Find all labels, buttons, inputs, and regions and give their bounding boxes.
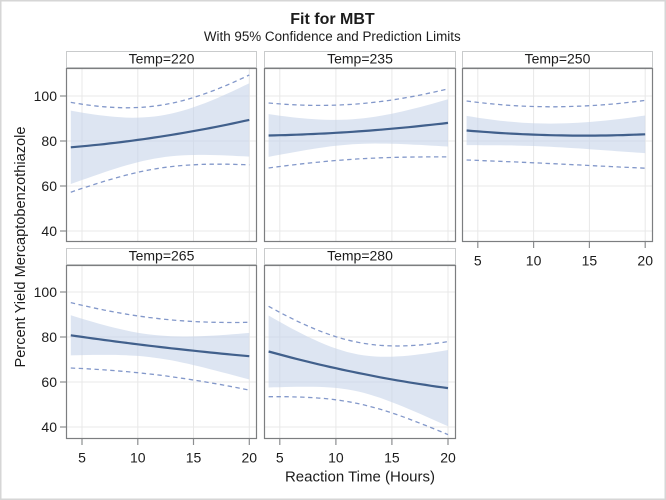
- svg-text:10: 10: [526, 252, 542, 268]
- svg-text:100: 100: [34, 284, 58, 300]
- svg-text:20: 20: [242, 449, 258, 465]
- svg-text:15: 15: [186, 449, 202, 465]
- svg-text:80: 80: [41, 329, 57, 345]
- svg-text:5: 5: [276, 449, 284, 465]
- svg-text:With 95% Confidence and Predic: With 95% Confidence and Prediction Limit…: [204, 29, 461, 44]
- svg-text:15: 15: [384, 449, 400, 465]
- svg-text:Percent Yield Mercaptobenzothi: Percent Yield Mercaptobenzothiazole: [13, 127, 29, 368]
- svg-text:10: 10: [130, 449, 146, 465]
- svg-text:5: 5: [78, 449, 86, 465]
- svg-text:15: 15: [582, 252, 598, 268]
- svg-text:Temp=265: Temp=265: [129, 248, 195, 264]
- svg-text:60: 60: [41, 374, 57, 390]
- svg-text:20: 20: [637, 252, 653, 268]
- svg-text:10: 10: [328, 449, 344, 465]
- svg-text:5: 5: [474, 252, 482, 268]
- svg-text:Temp=220: Temp=220: [129, 51, 195, 67]
- svg-text:Temp=235: Temp=235: [327, 51, 393, 67]
- svg-text:Temp=250: Temp=250: [525, 51, 591, 67]
- svg-text:40: 40: [41, 419, 57, 435]
- svg-text:Reaction Time (Hours): Reaction Time (Hours): [285, 469, 435, 486]
- svg-text:20: 20: [440, 449, 456, 465]
- svg-text:Temp=280: Temp=280: [327, 248, 393, 264]
- svg-text:100: 100: [34, 88, 58, 104]
- svg-text:40: 40: [41, 223, 57, 239]
- svg-text:60: 60: [41, 178, 57, 194]
- svg-text:Fit for MBT: Fit for MBT: [290, 11, 375, 28]
- svg-text:80: 80: [41, 133, 57, 149]
